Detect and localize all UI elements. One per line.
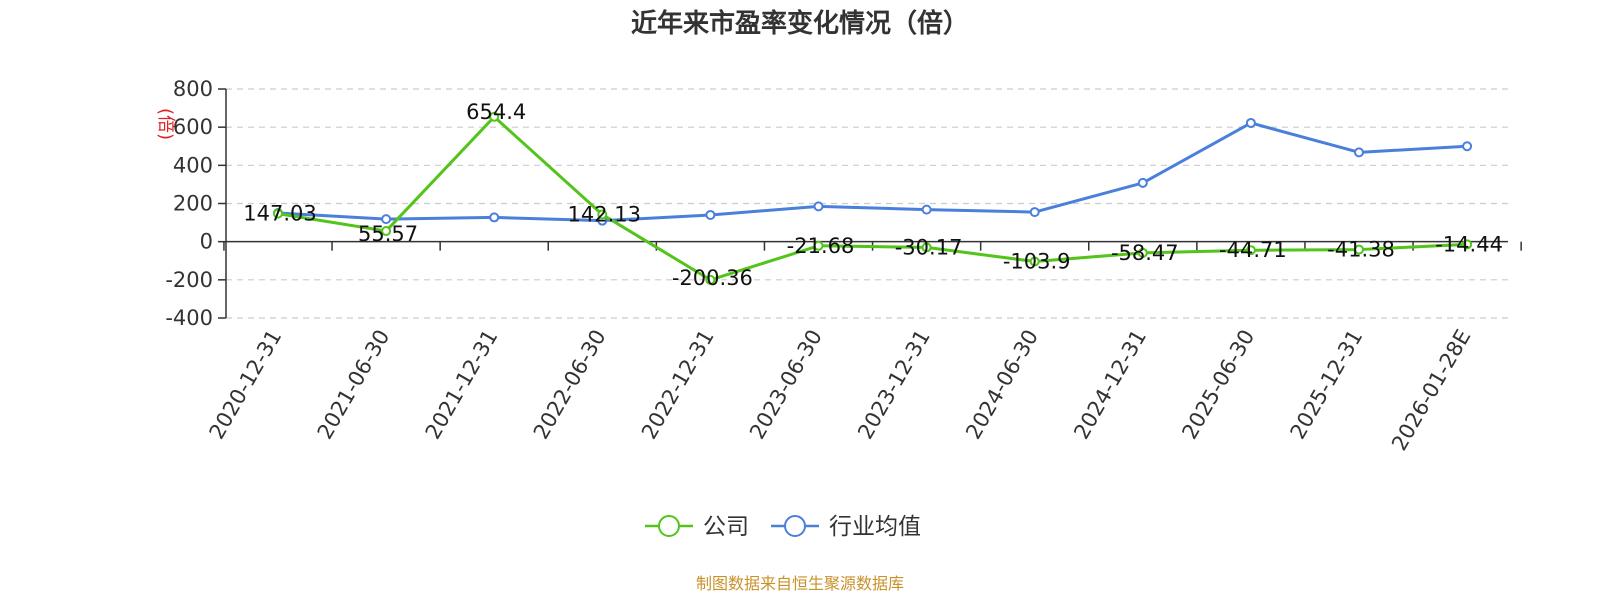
data-point-company[interactable] xyxy=(1029,256,1040,267)
x-tick-label: 2025-12-31 xyxy=(1286,326,1368,444)
x-tick-label: 2023-12-31 xyxy=(853,326,935,444)
y-tick-label: 0 xyxy=(200,230,213,254)
y-tick-label: 600 xyxy=(173,115,213,139)
x-tick-label: 2026-01-28E xyxy=(1387,326,1475,455)
y-tick-label: 400 xyxy=(173,153,213,177)
x-tick-label: 2020-12-31 xyxy=(205,326,287,444)
data-label-company: 147.03 xyxy=(243,202,316,226)
data-point-company[interactable] xyxy=(1462,239,1473,250)
data-point-industry-average[interactable] xyxy=(1245,117,1256,128)
data-point-company[interactable] xyxy=(273,208,283,219)
data-point-industry-average[interactable] xyxy=(1462,141,1473,152)
data-label-company: -30.17 xyxy=(895,235,963,259)
series-line-company xyxy=(277,115,1468,282)
source-note: 制图数据来自恒生聚源数据库 xyxy=(696,574,904,593)
series-line-industry-average xyxy=(277,121,1468,223)
data-point-company[interactable] xyxy=(381,226,392,237)
data-point-company[interactable] xyxy=(489,111,500,122)
data-point-company[interactable] xyxy=(1354,244,1364,255)
data-label-company: -14.44 xyxy=(1435,232,1503,256)
x-tick-label: 2023-06-30 xyxy=(745,326,827,444)
data-label-company: -58.47 xyxy=(1111,241,1179,265)
data-label-company: -21.68 xyxy=(787,234,855,258)
data-point-company[interactable] xyxy=(813,240,824,251)
gridlines xyxy=(226,88,1508,319)
x-tick-label: 2021-06-30 xyxy=(313,325,395,443)
legend-label: 行业均值 xyxy=(829,514,921,540)
data-label-company: 654.4 xyxy=(466,100,526,124)
legend[interactable]: 公司 行业均值 xyxy=(645,514,921,540)
data-point-industry-average[interactable] xyxy=(921,204,932,215)
y-tick-label: -400 xyxy=(165,306,213,330)
data-label-company: -44.71 xyxy=(1219,238,1287,262)
data-point-company[interactable] xyxy=(921,242,932,253)
data-point-industry-average[interactable] xyxy=(489,212,500,223)
data-point-industry-average[interactable] xyxy=(813,201,824,212)
data-point-industry-average[interactable] xyxy=(381,214,392,225)
y-tick-label: 200 xyxy=(173,192,213,216)
x-tick-label: 2025-06-30 xyxy=(1177,326,1259,444)
legend-circle-icon xyxy=(784,515,806,537)
y-tick-label: -200 xyxy=(165,268,213,292)
x-tick-label: 2024-12-31 xyxy=(1069,326,1151,444)
data-point-company[interactable] xyxy=(705,274,716,285)
x-tick-label: 2022-06-30 xyxy=(529,326,611,444)
data-label-company: -103.9 xyxy=(1003,249,1071,273)
data-point-company[interactable] xyxy=(1245,245,1256,256)
data-label-company: 55.57 xyxy=(358,222,418,246)
data-labels: 147.03 55.57 654.4 142.13 -200.36 -21.68 -30.1… xyxy=(243,100,1503,290)
y-tick-label: 800 xyxy=(173,77,213,101)
data-label-company: -41.38 xyxy=(1327,238,1395,262)
data-point-industry-average[interactable] xyxy=(1029,207,1040,218)
data-point-industry-average[interactable] xyxy=(705,209,716,220)
data-point-industry-average[interactable] xyxy=(1137,177,1148,188)
legend-circle-icon xyxy=(658,515,680,537)
data-point-company[interactable] xyxy=(597,209,608,220)
legend-item-company[interactable]: 公司 xyxy=(645,514,749,540)
chart-title: 近年来市盈率变化情况（倍） xyxy=(631,8,969,39)
x-tick-label: 2022-12-31 xyxy=(637,326,719,444)
series-lines xyxy=(273,111,1473,285)
data-label-company: 142.13 xyxy=(568,203,641,227)
data-point-company[interactable] xyxy=(1137,247,1148,258)
y-axis-unit-label: (倍) xyxy=(155,108,176,140)
data-label-company: -200.36 xyxy=(672,266,753,290)
data-point-industry-average[interactable] xyxy=(1354,147,1364,158)
legend-item-industry-average[interactable]: 行业均值 xyxy=(771,514,921,540)
legend-label: 公司 xyxy=(703,514,749,540)
x-tick-label: 2024-06-30 xyxy=(961,326,1043,444)
x-tick-label: 2021-12-31 xyxy=(421,326,503,444)
